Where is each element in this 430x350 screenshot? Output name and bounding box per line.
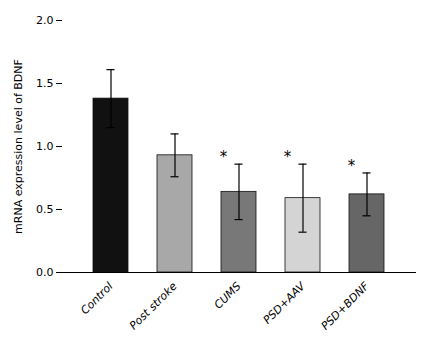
svg-text:2.0: 2.0 (36, 14, 54, 27)
svg-text:mRNA expression level of BDNF: mRNA expression level of BDNF (12, 59, 25, 234)
svg-text:PSD+BDNF: PSD+BDNF (319, 279, 372, 332)
svg-text:PSD+AAV: PSD+AAV (261, 279, 309, 327)
svg-text:1.5: 1.5 (36, 77, 54, 90)
svg-text:Post stroke: Post stroke (127, 280, 180, 333)
svg-text:*: * (220, 148, 228, 166)
svg-text:*: * (348, 157, 356, 175)
svg-text:0.5: 0.5 (36, 203, 54, 216)
svg-text:0.0: 0.0 (36, 266, 54, 279)
svg-text:1.0: 1.0 (36, 140, 54, 153)
svg-text:CUMS: CUMS (212, 280, 244, 312)
svg-text:*: * (284, 148, 292, 166)
svg-text:Control: Control (78, 280, 115, 317)
